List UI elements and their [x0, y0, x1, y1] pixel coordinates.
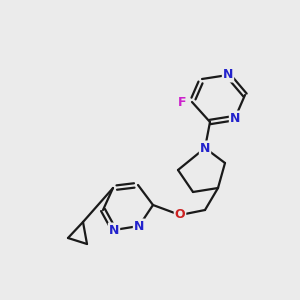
Text: N: N	[230, 112, 240, 124]
Text: N: N	[223, 68, 233, 82]
Text: N: N	[200, 142, 210, 154]
Text: O: O	[175, 208, 185, 221]
Text: F: F	[178, 95, 186, 109]
Text: N: N	[109, 224, 119, 236]
Text: N: N	[134, 220, 144, 232]
